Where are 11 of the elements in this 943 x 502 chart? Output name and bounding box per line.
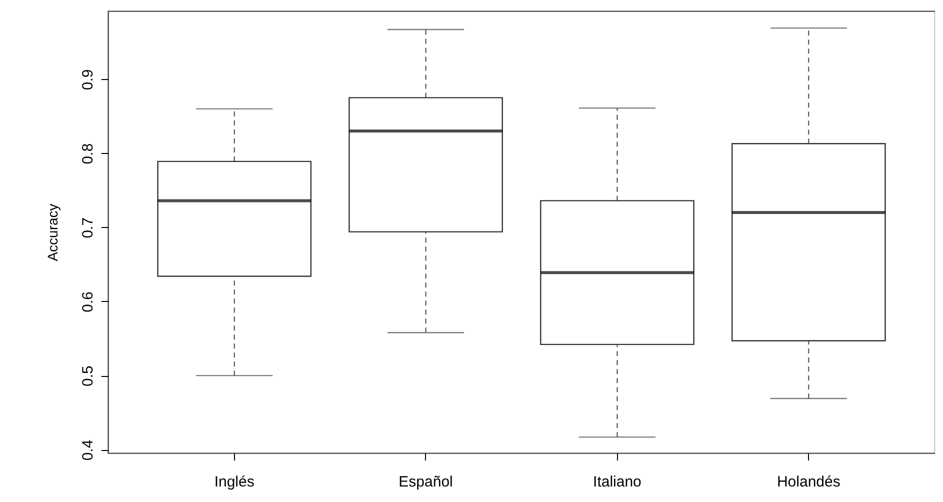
x-tick-label: Holandés [776,474,840,490]
y-tick-label: 0.6 [80,292,96,312]
x-tick-label: Italiano [593,474,642,490]
y-tick-label: 0.9 [80,69,96,90]
x-tick-label: Español [398,474,453,490]
x-tick-label: Inglés [214,474,254,490]
y-tick-label: 0.4 [80,440,96,461]
y-axis-title: Accuracy [44,204,60,262]
y-tick-label: 0.7 [80,217,96,238]
y-tick-label: 0.8 [80,143,96,164]
y-tick-label: 0.5 [80,366,96,386]
